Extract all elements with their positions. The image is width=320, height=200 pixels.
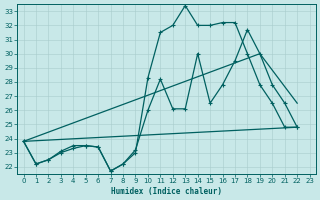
X-axis label: Humidex (Indice chaleur): Humidex (Indice chaleur) (111, 187, 222, 196)
